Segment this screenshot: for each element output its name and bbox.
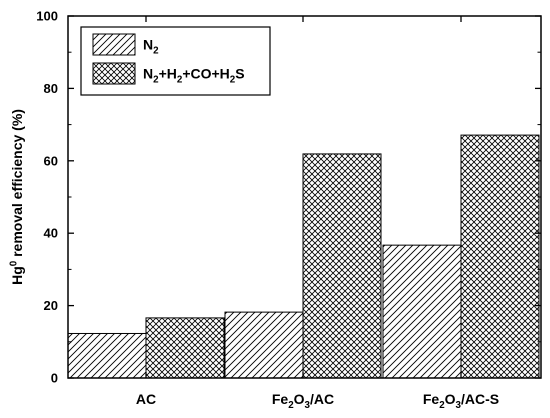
y-tick-label: 80 (44, 81, 58, 96)
y-tick-label: 20 (44, 298, 58, 313)
bars (67, 134, 540, 379)
y-tick-label: 40 (44, 226, 58, 241)
legend-swatch-diagonal-hatch (92, 33, 136, 56)
y-tick-label: 0 (51, 371, 58, 386)
bar-diagonal-hatch-fe2o3-ac (224, 311, 304, 379)
x-category-label: Fe2O3/AC-S (423, 391, 499, 411)
bar-cross-hatch-fe2o3-ac (302, 153, 382, 379)
y-ticks: 0 20 40 60 80 100 (36, 9, 541, 386)
bar-diagonal-hatch-ac (67, 332, 147, 379)
bar-diagonal-hatch-fe2o3-ac-s (382, 244, 462, 379)
x-category-labels: AC Fe2O3/AC Fe2O3/AC-S (136, 391, 499, 411)
legend-label: N2+H2+CO+H2S (143, 66, 245, 86)
y-axis-label-text: Hg0 removal efficiency (%) (8, 109, 25, 285)
legend: N2 N2+H2+CO+H2S (80, 26, 271, 96)
legend-label: N2 (143, 37, 159, 57)
x-category-label: AC (136, 391, 156, 407)
y-tick-label: 60 (44, 153, 58, 168)
legend-swatch-cross-hatch (92, 62, 136, 85)
x-category-label: Fe2O3/AC (272, 391, 334, 411)
bar-cross-hatch-fe2o3-ac-s (460, 134, 540, 379)
y-tick-label: 100 (36, 9, 58, 24)
y-axis-label: Hg0 removal efficiency (%) (8, 109, 25, 285)
bar-cross-hatch-ac (145, 317, 225, 379)
